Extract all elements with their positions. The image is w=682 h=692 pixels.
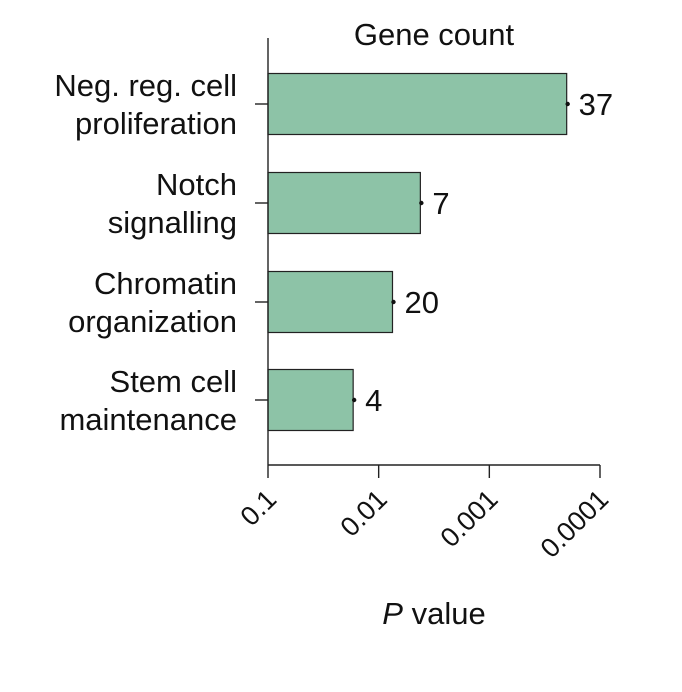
gene-count-label: 7 xyxy=(432,186,449,221)
x-axis-label: P value xyxy=(382,596,485,631)
bars-group xyxy=(267,72,570,432)
x-tick-label: 0.001 xyxy=(435,484,504,553)
bar xyxy=(267,270,394,334)
category-label-line: Chromatin xyxy=(94,266,237,301)
bar xyxy=(267,72,568,136)
axes-group xyxy=(255,38,601,478)
bar-end-dot xyxy=(419,200,424,206)
gene-count-label: 20 xyxy=(404,285,438,320)
x-tick-label: 0.01 xyxy=(335,484,393,542)
x-tick-label: 0.1 xyxy=(234,484,282,532)
x-axis-label-italic: P xyxy=(382,596,403,631)
gene-count-label: 37 xyxy=(579,87,613,122)
category-label: Stem cell maintenance xyxy=(59,364,237,437)
bar-end-dot xyxy=(565,101,570,107)
category-label-line: proliferation xyxy=(75,106,237,141)
bar-end-dot xyxy=(351,397,357,403)
category-label-line: signalling xyxy=(108,205,237,240)
bar-end-dot xyxy=(391,299,396,305)
category-label-line: organization xyxy=(68,304,237,339)
category-label: Chromatin organization xyxy=(68,266,237,339)
category-label-line: Stem cell xyxy=(110,364,237,399)
bar xyxy=(267,368,354,432)
category-label: Neg. reg. cell proliferation xyxy=(54,68,237,141)
x-tick-label: 0.0001 xyxy=(535,484,615,564)
category-label-line: Neg. reg. cell xyxy=(54,68,237,103)
category-label: Notch signalling xyxy=(108,167,237,240)
category-label-line: maintenance xyxy=(59,402,237,437)
category-label-line: Notch xyxy=(156,167,237,202)
bar xyxy=(267,171,421,235)
x-axis-label-rest: value xyxy=(403,596,486,631)
gene-count-label: 4 xyxy=(365,383,382,418)
chart-title: Gene count xyxy=(354,17,515,52)
